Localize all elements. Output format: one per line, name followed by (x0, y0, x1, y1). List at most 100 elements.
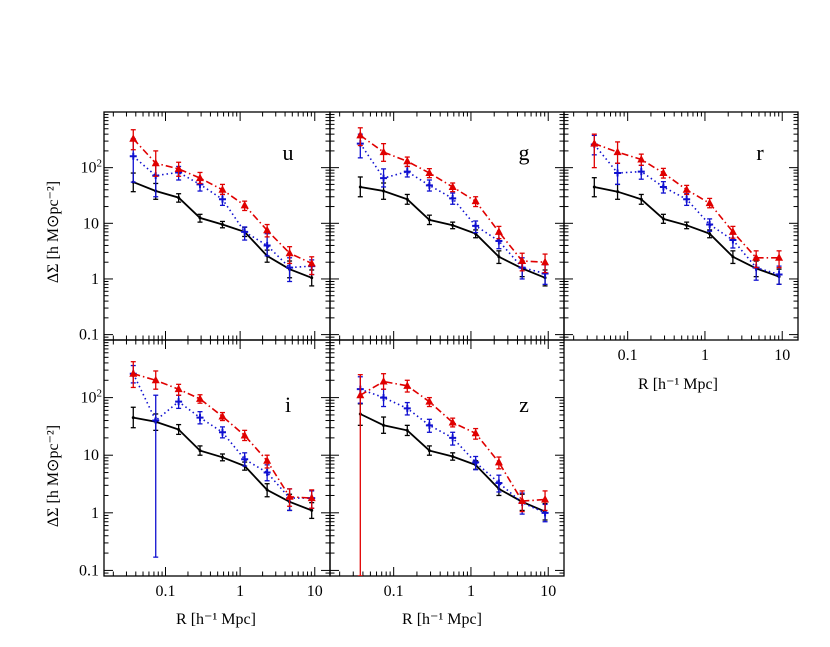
data-point (451, 223, 455, 227)
data-point (286, 264, 294, 272)
series-2 (129, 129, 316, 276)
data-point (405, 428, 409, 432)
data-point (356, 130, 365, 139)
data-point (177, 427, 181, 431)
data-point (196, 414, 204, 422)
x-tick-label: 10 (774, 347, 790, 364)
data-point (752, 253, 761, 261)
panel-z: 0.1 1 10 z (329, 339, 565, 600)
x-axis-title-panel-z: R [h⁻¹ Mpc] (402, 611, 482, 628)
data-point (518, 256, 527, 265)
data-point (307, 258, 316, 267)
panel-frame (329, 339, 565, 577)
data-point (639, 197, 643, 201)
x-axis-title-panel-i: R [h⁻¹ Mpc] (176, 611, 256, 628)
data-point (379, 147, 388, 156)
data-point (196, 394, 205, 402)
panel-u: 0.1 1 10 102 u (79, 111, 331, 344)
data-point (218, 428, 226, 436)
data-point (129, 369, 138, 377)
data-point (307, 493, 316, 502)
data-point (731, 255, 735, 259)
data-point (541, 257, 550, 266)
data-point (661, 217, 665, 221)
data-point (380, 174, 388, 182)
band-label-u: u (283, 140, 294, 165)
panel-g: g (329, 111, 565, 341)
data-point (174, 384, 183, 393)
y-tick-label: 1 (91, 505, 99, 522)
data-point (775, 253, 784, 261)
data-point (285, 492, 294, 500)
data-point (241, 228, 249, 236)
data-point (240, 200, 249, 209)
data-point (451, 454, 455, 458)
data-point (131, 416, 135, 420)
data-point (449, 194, 457, 202)
data-point (471, 196, 480, 205)
series-2 (129, 361, 316, 509)
series-line (359, 143, 546, 275)
data-point (637, 168, 645, 176)
band-label-i: i (285, 392, 291, 417)
data-point (310, 508, 314, 512)
data-point (198, 449, 202, 453)
data-point (263, 225, 272, 234)
data-point (151, 158, 160, 167)
data-point (129, 134, 138, 142)
data-point (775, 271, 783, 279)
y-tick-label: 0.1 (79, 562, 99, 579)
series-1 (590, 134, 783, 285)
data-point (497, 255, 501, 259)
data-point (356, 390, 365, 399)
data-point (708, 232, 712, 236)
data-point (403, 168, 411, 176)
data-point (129, 152, 137, 160)
data-point (472, 222, 480, 230)
series-2 (356, 373, 550, 576)
data-point (425, 397, 434, 405)
data-point (218, 411, 227, 420)
data-point (263, 456, 272, 464)
data-point (405, 197, 409, 201)
data-point (285, 248, 294, 257)
x-tick-label: 1 (701, 347, 709, 364)
data-point (590, 139, 599, 147)
x-tick-label: 10 (540, 583, 556, 600)
data-point (659, 183, 667, 191)
data-point (495, 479, 503, 487)
y-tick-label: 1 (91, 271, 99, 288)
data-point (541, 495, 550, 503)
data-point (427, 218, 431, 222)
panel-r: 0.1 1 10 r (563, 111, 799, 364)
data-point (472, 458, 480, 466)
data-point (241, 455, 249, 463)
data-point (471, 428, 480, 437)
data-point (403, 156, 412, 165)
x-tick-label: 1 (236, 583, 244, 600)
band-label-r: r (756, 140, 764, 165)
y-tick-label: 10 (83, 215, 99, 232)
data-point (218, 185, 227, 193)
series-2 (356, 127, 550, 274)
panel-data (129, 361, 316, 558)
x-tick-label: 0.1 (618, 347, 638, 364)
series-line (593, 144, 780, 276)
data-point (220, 223, 224, 227)
data-point (683, 195, 691, 203)
data-point (218, 195, 226, 203)
x-tick-label: 1 (467, 583, 475, 600)
data-point (310, 276, 314, 280)
data-point (263, 241, 271, 249)
data-point (425, 181, 433, 189)
data-point (379, 377, 388, 385)
y-axis-title-top: ΔΣ [h M⊙pc⁻²] (45, 181, 62, 283)
data-point (265, 488, 269, 492)
data-point (382, 423, 386, 427)
panel-data (129, 129, 316, 287)
data-point (425, 168, 434, 177)
panel-i: 0.1 1 10 0.1 1 10 102 i (79, 339, 331, 600)
data-point (403, 404, 411, 412)
band-label-g: g (519, 140, 530, 165)
